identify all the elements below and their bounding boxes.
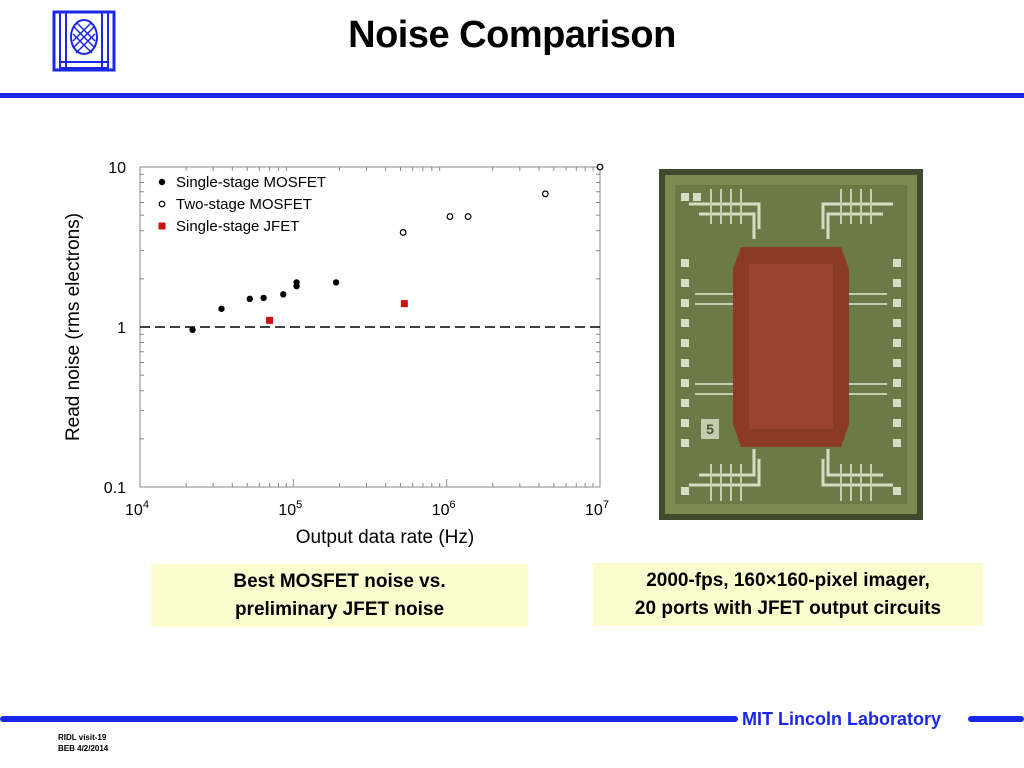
data-point-open-circle	[541, 190, 549, 198]
data-point-open-circle	[596, 163, 604, 171]
y-axis-label: Read noise (rms electrons)	[63, 213, 84, 441]
footer-line-1: RIDL visit-19	[58, 733, 107, 742]
footer-divider-right	[968, 716, 1024, 722]
legend-marker-open-circle	[158, 200, 166, 208]
x-axis-label: Output data rate (Hz)	[296, 527, 474, 548]
x-tick-label: 105	[278, 499, 302, 519]
y-tick-label: 1	[117, 320, 126, 337]
footer-note: RIDL visit-19 BEB 4/2/2014	[58, 732, 108, 754]
y-tick-label: 0.1	[104, 480, 126, 497]
data-point-filled-circle	[246, 295, 253, 303]
lab-name: MIT Lincoln Laboratory	[742, 709, 942, 729]
y-tick-label: 10	[108, 160, 126, 177]
chip-label: 5	[706, 421, 714, 437]
data-point-square	[400, 300, 408, 308]
data-point-square	[266, 316, 274, 324]
data-point-filled-circle	[293, 279, 300, 286]
data-point-open-circle	[446, 213, 454, 220]
chip-caption-line-1: 2000-fps, 160×160-pixel imager,	[646, 569, 930, 591]
x-tick-label: 107	[585, 499, 609, 519]
data-point-filled-circle	[332, 279, 340, 286]
chart-caption-line-2: preliminary JFET noise	[234, 598, 445, 620]
footer-line-2: BEB 4/2/2014	[58, 744, 109, 753]
data-point-open-circle	[464, 213, 472, 220]
data-point-filled-circle	[218, 305, 225, 312]
data-point-filled-circle	[280, 291, 287, 298]
chip-photo: 5	[659, 169, 923, 520]
data-point-filled-circle	[260, 294, 267, 302]
legend-label: Single-stage JFET	[176, 218, 299, 235]
x-tick-label: 104	[125, 499, 149, 519]
data-point-open-circle	[399, 229, 407, 236]
slide-title: Noise Comparison	[348, 14, 676, 56]
legend-marker-square	[158, 222, 166, 230]
footer-divider	[0, 716, 738, 722]
mit-ll-logo-icon	[52, 10, 116, 72]
legend-marker-filled-circle	[158, 178, 166, 186]
title-divider	[0, 93, 1024, 98]
noise-chart: 104 105 106 107 10 1 0.1 Output data rate (Hz) R…	[63, 160, 609, 548]
chart-caption: Best MOSFET noise vs. preliminary JFET n…	[151, 564, 528, 627]
legend-label: Two-stage MOSFET	[176, 196, 312, 213]
chip-caption-line-2: 20 ports with JFET output circuits	[634, 597, 942, 619]
chart-caption-line-1: Best MOSFET noise vs.	[233, 570, 446, 592]
data-point-filled-circle	[189, 326, 196, 334]
legend-label: Single-stage MOSFET	[176, 174, 326, 191]
chip-caption: 2000-fps, 160×160-pixel imager, 20 ports…	[593, 563, 983, 626]
x-tick-label: 106	[432, 499, 456, 519]
